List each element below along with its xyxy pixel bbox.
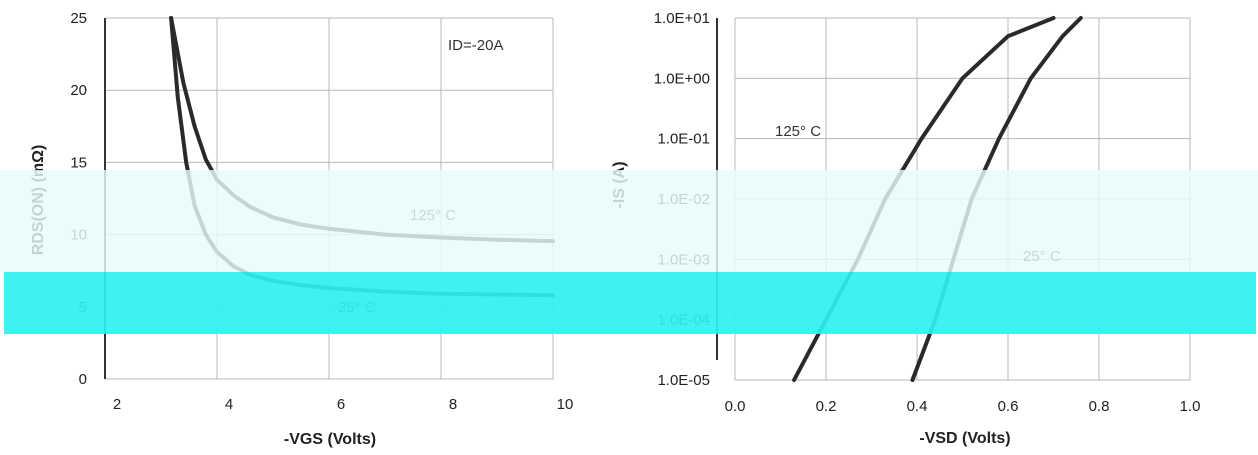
y-tick-label: 0 (79, 371, 87, 388)
y-tick-label: 20 (70, 82, 87, 99)
x-tick-label: 0.8 (1089, 398, 1110, 415)
y-axis-title: -IS (A) (611, 161, 628, 208)
series-label: 125° C (410, 207, 456, 224)
y-tick-label: 5 (79, 299, 87, 316)
x-tick-label: 4 (225, 396, 233, 413)
series-label: 125° C (775, 123, 821, 140)
y-tick-label: 10 (70, 227, 87, 244)
y-axis-title: RDS(ON) (mΩ) (30, 145, 47, 256)
series-label: 25° C (338, 299, 376, 316)
x-tick-label: 1.0 (1180, 398, 1201, 415)
condition-annotation: ID=-20A (448, 37, 503, 54)
x-axis-title: -VGS (Volts) (284, 431, 376, 448)
y-tick-label: 25 (70, 10, 87, 27)
series-label: 25° C (1023, 248, 1061, 265)
x-tick-label: 8 (449, 396, 457, 413)
y-tick-label: 15 (70, 154, 87, 171)
rds-vs-vgs-chart: 2 4 6 8 10 0 5 10 15 20 25 125° C 25° C ID=-20A -VGS (… (30, 10, 573, 448)
y-tick-label: 1.0E-03 (657, 251, 710, 268)
y-tick-label: 1.0E+01 (654, 10, 710, 27)
x-tick-label: 6 (337, 396, 345, 413)
y-tick-label: 1.0E-04 (657, 312, 710, 329)
is-vs-vsd-chart: 0.0 0.2 0.4 0.6 0.8 1.0 1.0E-05 1.0E-04 1.0E-03 1… (611, 10, 1200, 447)
x-tick-label: 2 (113, 396, 121, 413)
x-tick-label: 10 (557, 396, 574, 413)
y-tick-label: 1.0E-05 (657, 372, 710, 389)
x-tick-label: 0.0 (725, 398, 746, 415)
series-line (169, 16, 555, 298)
y-tick-label: 1.0E-02 (657, 191, 710, 208)
y-tick-label: 1.0E-01 (657, 131, 710, 148)
x-tick-label: 0.6 (998, 398, 1019, 415)
x-axis-title: -VSD (Volts) (919, 430, 1010, 447)
x-tick-label: 0.2 (816, 398, 837, 415)
x-tick-label: 0.4 (907, 398, 928, 415)
y-tick-label: 1.0E+00 (654, 70, 710, 87)
